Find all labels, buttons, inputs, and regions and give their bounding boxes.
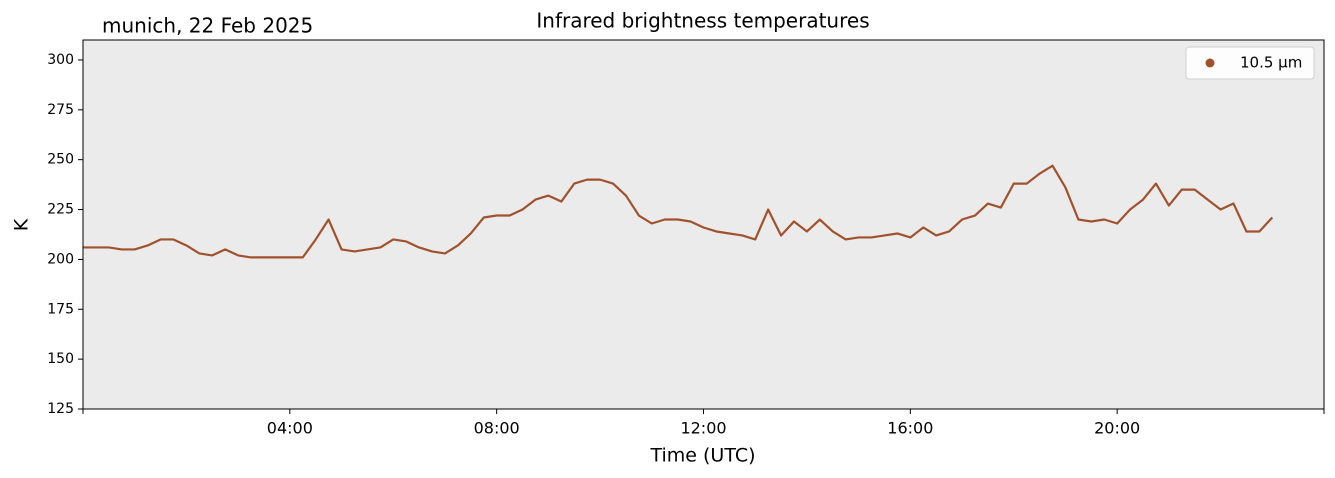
x-tick-label: 12:00	[680, 419, 726, 438]
plot-area	[83, 40, 1324, 409]
plot-frame	[82, 39, 1325, 410]
y-tick-label: 300	[47, 52, 74, 68]
x-tick-label: 16:00	[887, 419, 933, 438]
y-tick-label: 125	[47, 401, 74, 417]
y-tick-label: 175	[47, 301, 74, 317]
chart-title: Infrared brightness temperatures	[536, 9, 869, 33]
legend-box	[1185, 46, 1315, 80]
x-tick-label: 08:00	[474, 419, 520, 438]
x-axis-label: Time (UTC)	[649, 445, 755, 467]
y-tick-label: 200	[47, 251, 74, 267]
y-tick-label: 150	[47, 351, 74, 367]
y-axis-label: K	[11, 218, 33, 231]
y-tick-label: 225	[47, 202, 74, 218]
y-tick-label: 275	[47, 102, 74, 118]
chart-subtitle: munich, 22 Feb 2025	[102, 14, 313, 38]
legend-marker	[1205, 58, 1215, 68]
x-tick-label: 04:00	[267, 419, 313, 438]
y-tick-label: 250	[47, 152, 74, 168]
legend-label: 10.5 µm	[1240, 54, 1302, 72]
legend: 10.5 µm	[1185, 46, 1315, 80]
x-tick-label: 20:00	[1094, 419, 1140, 438]
series-line	[83, 164, 1274, 259]
